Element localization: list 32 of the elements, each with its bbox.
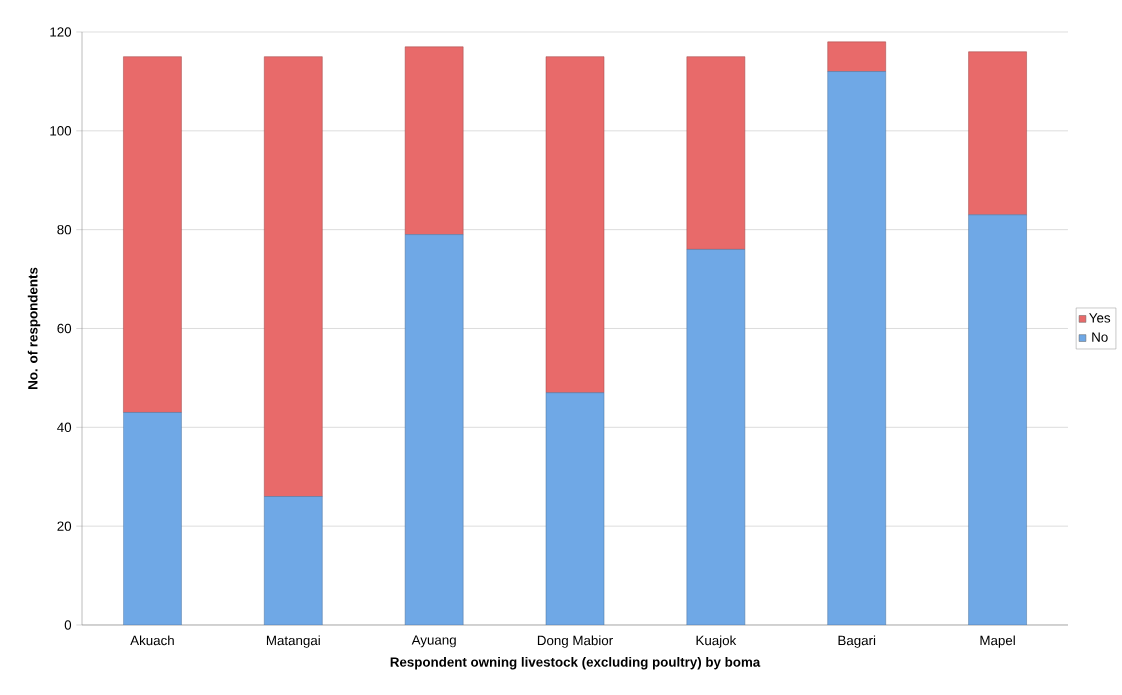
y-tick-label: 100 <box>50 126 72 136</box>
x-tick-label: Ayuang <box>411 635 456 648</box>
legend-label: Yes <box>1089 313 1111 323</box>
y-tick-label: 0 <box>64 620 72 630</box>
y-tick-label: 120 <box>50 27 72 37</box>
x-tick-label: Matangai <box>266 635 320 648</box>
bar <box>968 214 1027 625</box>
y-tick-label: 60 <box>57 323 72 334</box>
bar <box>827 41 886 72</box>
y-tick-label: 80 <box>57 224 72 235</box>
bar <box>404 234 464 625</box>
bar <box>264 496 323 625</box>
bar <box>264 56 323 497</box>
x-tick-label: Kuajok <box>696 635 737 648</box>
x-tick-label: Bagari <box>838 635 876 648</box>
bar <box>827 71 886 625</box>
x-tick-label: Akuach <box>130 635 174 646</box>
x-axis-title: Respondent owning livestock (excluding poultry) by boma <box>390 656 761 670</box>
bar <box>545 392 605 625</box>
bar <box>545 56 605 393</box>
bar <box>123 56 182 413</box>
bar <box>686 249 746 625</box>
bar <box>968 51 1027 216</box>
y-axis-title: No. of respondents <box>27 267 41 389</box>
x-tick-label: Mapel <box>980 635 1015 648</box>
bar <box>404 46 464 235</box>
bar <box>686 56 746 250</box>
legend-label: No <box>1092 332 1108 342</box>
x-tick-label: Dong Mabior <box>537 635 613 648</box>
y-tick-label: 20 <box>57 521 72 531</box>
y-tick-label: 40 <box>57 422 72 433</box>
bar <box>123 412 182 625</box>
